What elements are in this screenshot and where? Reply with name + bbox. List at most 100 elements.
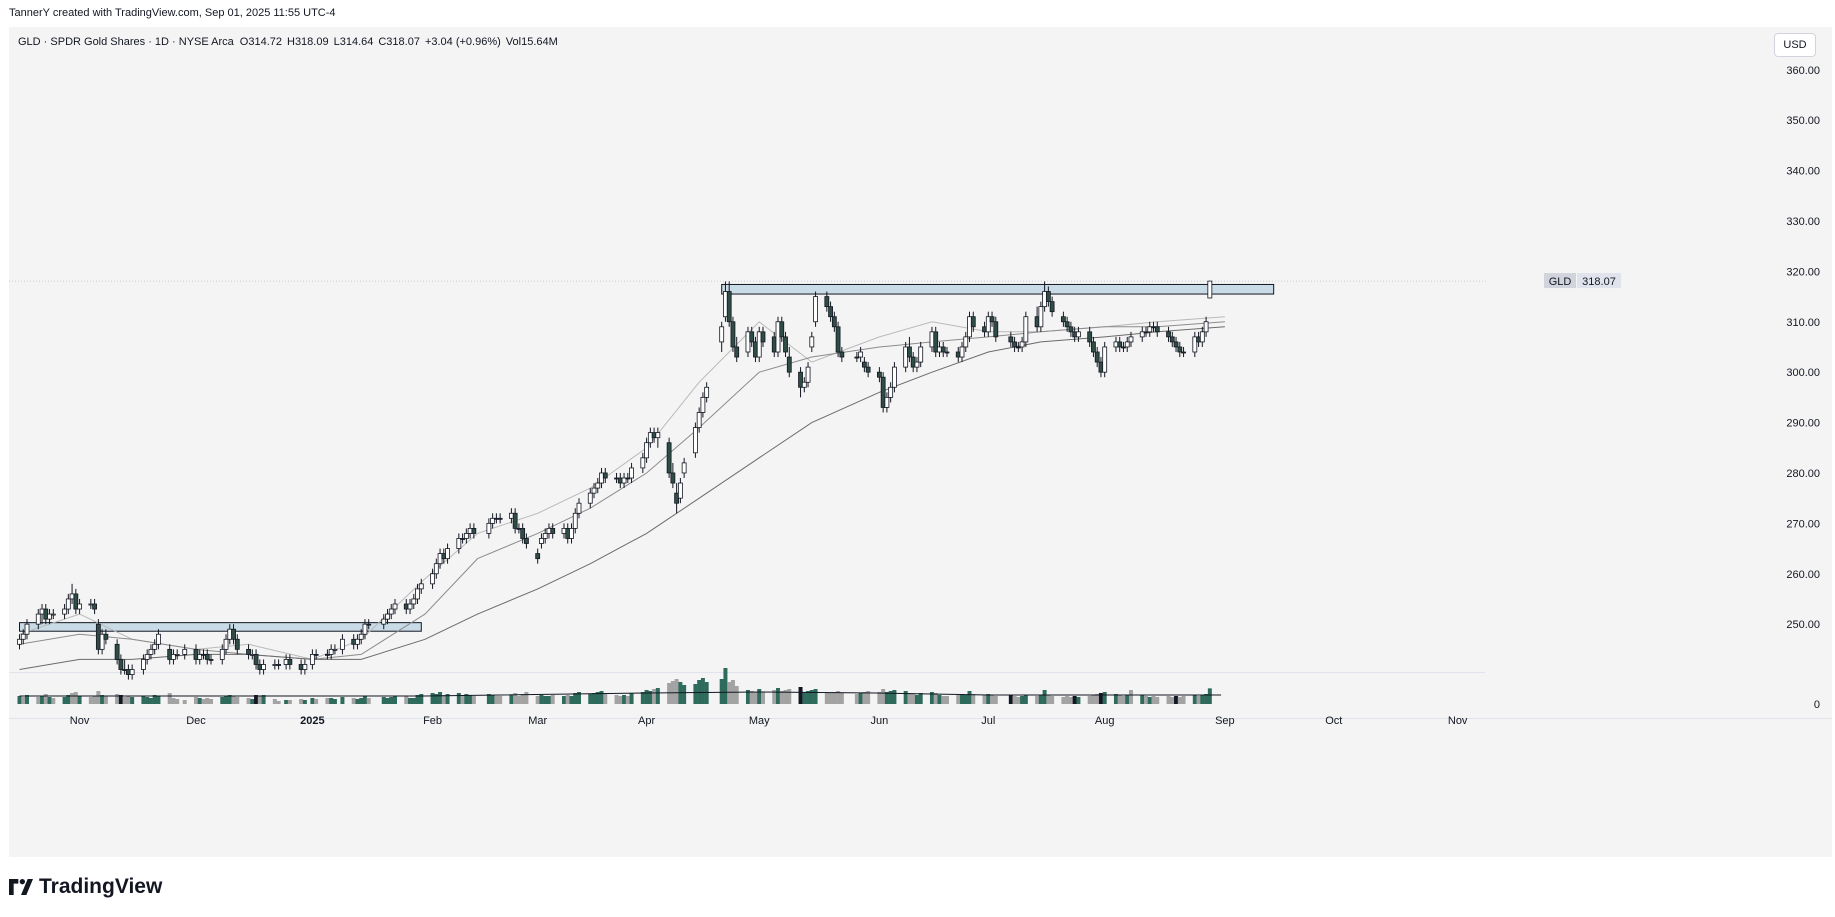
volume-bar [565,695,570,704]
candle [1008,331,1014,347]
candle [204,649,210,665]
candle-body [828,306,833,318]
volume-bar [389,697,394,704]
volume-bar [644,690,649,704]
volume-bar [1072,696,1077,704]
volume-bar [332,699,337,704]
candle [1177,341,1183,358]
candle [1181,346,1186,358]
chart-frame[interactable]: 360.00 350.00 340.00 330.00 320.00 310.00 300.… [9,27,1835,857]
candle [156,629,161,650]
candle [358,629,364,645]
volume-bar [250,699,255,704]
candle [208,654,214,665]
volume-bar [490,695,495,704]
volume-bar [990,695,995,704]
volume-bar [441,695,446,704]
volume-bar [261,695,266,704]
candle [1076,326,1081,342]
candle [313,649,319,660]
volume-bar [918,693,923,704]
symbol-description[interactable]: GLD · SPDR Gold Shares · 1D · NYSE Arca [18,36,234,48]
tradingview-logo[interactable]: TradingView [9,875,162,899]
candle [276,659,281,670]
candle-body [756,331,762,358]
candle-body [433,563,439,575]
candle-body [1068,326,1074,333]
volume-bar [468,695,473,704]
volume-bar [1151,696,1156,704]
candle-body [524,538,529,544]
volume-bar [1087,696,1092,704]
candle [103,629,109,645]
candle [325,649,330,660]
volume-bar [96,691,101,704]
candle [666,437,672,478]
volume-bar [145,697,150,704]
volume-bar [1065,696,1070,704]
time-axis-label: 2025 [300,715,324,727]
candle [47,609,52,625]
volume-bar [1008,695,1013,704]
candle [129,664,135,680]
volume-bar [546,696,551,704]
volume-bar [40,696,45,704]
ohlc-values: O314.72 H318.09 L314.64 C318.07 +3.04 (+0.96… [240,36,563,48]
candle [197,649,203,665]
volume-bar [167,693,172,704]
candle [786,346,792,378]
candle [433,558,439,579]
candle [1091,336,1096,358]
volume-bar [809,690,814,704]
candle-body [47,613,52,620]
candle [621,472,627,489]
candle-body [362,623,368,635]
tradingview-logo-text: TradingView [39,875,163,898]
price-tag-label: 318.07 [1582,276,1616,288]
price-axis-label: 350.00 [1786,115,1820,127]
candle [1124,336,1130,352]
candle-body [914,361,920,368]
volume-bar [148,698,153,704]
time-axis-label: Apr [638,715,655,727]
candle [907,336,912,363]
volume-bar [903,691,908,704]
volume-bar [381,697,386,704]
candle-body [246,648,251,655]
volume-bar [156,696,161,704]
candle [182,644,188,660]
candle [914,357,920,373]
candle-body [1008,336,1014,343]
volume-bar [960,694,965,704]
volume-bar [152,695,157,704]
candle-body [415,588,420,600]
time-axis-label: Dec [186,715,206,727]
candle [1207,280,1213,299]
candle [884,392,890,413]
candle-body [704,386,710,398]
volume-bar [1042,690,1047,704]
volume-bar [697,680,702,704]
price-chart[interactable]: 360.00 350.00 340.00 330.00 320.00 310.00 300.… [9,27,1835,857]
volume-bar [1125,695,1130,704]
candle [1019,336,1025,352]
candle [118,654,124,675]
candle [261,659,266,675]
candle-body [141,659,146,670]
candle-body [512,512,518,529]
volume-axis-label: 0 [1814,699,1820,711]
time-axis-label: Jun [871,715,889,727]
candle-body [940,346,946,353]
volume-bar [824,692,829,704]
candle-body [783,336,788,353]
volume-bar [471,696,476,704]
volume-bar [193,697,198,704]
candle-body [471,527,477,534]
candle [99,629,105,655]
currency-button[interactable]: USD [1774,33,1816,57]
volume-bar [667,683,672,704]
candle-body [381,618,387,625]
candle [861,357,867,373]
candle-body [287,659,293,665]
candle [1154,321,1160,337]
